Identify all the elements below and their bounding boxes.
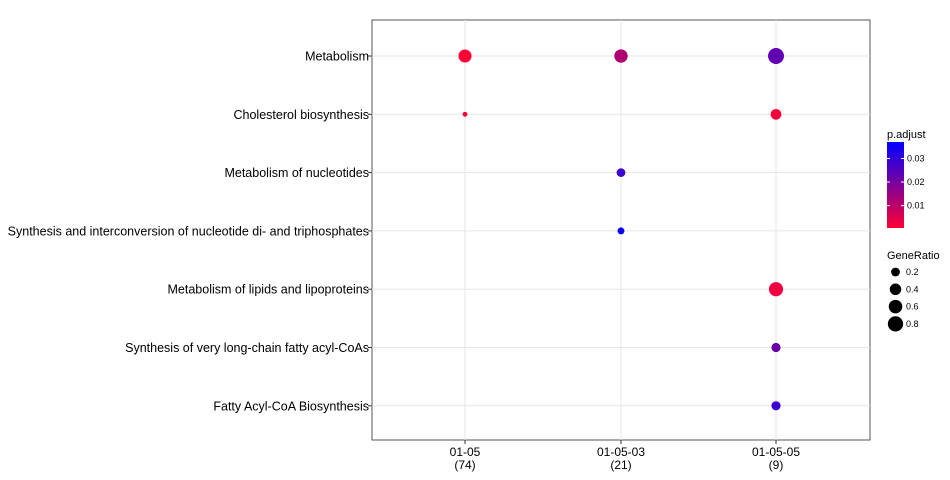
x-axis-labels: 01-05(74) 01-05-03(21) 01-05-05(9): [450, 440, 800, 472]
data-point: [768, 48, 784, 64]
x-tick-label: 01-05: [450, 445, 481, 459]
color-legend-tick-label: 0.02: [907, 177, 925, 187]
data-point: [770, 108, 782, 120]
data-point: [462, 111, 468, 117]
color-legend-tick-label: 0.01: [907, 201, 925, 211]
size-legend-dot: [891, 267, 900, 277]
x-tick-label: 01-05-03: [597, 445, 645, 459]
color-legend-title: p.adjust: [887, 129, 926, 141]
size-legend-dot: [889, 283, 902, 296]
x-tick-label: 01-05-05: [752, 445, 800, 459]
y-tick-label: Fatty Acyl-CoA Biosynthesis: [213, 399, 369, 413]
size-legend-label: 0.2: [906, 267, 919, 277]
y-axis-labels: Metabolism Cholesterol biosynthesis Metabo…: [8, 50, 372, 413]
y-tick-label: Synthesis of very long-chain fatty acyl-…: [125, 341, 369, 355]
x-tick-count: (74): [454, 458, 475, 472]
size-legend-dot: [887, 316, 904, 332]
data-point: [614, 49, 628, 63]
x-tick-count: (21): [610, 458, 631, 472]
size-legend-label: 0.6: [906, 302, 919, 312]
color-legend: p.adjust 0.01 0.02 0.03: [887, 129, 926, 228]
y-tick-label: Synthesis and interconversion of nucleot…: [8, 224, 369, 238]
y-tick-label: Metabolism of nucleotides: [224, 166, 369, 180]
data-point: [771, 401, 781, 411]
color-legend-tick-label: 0.03: [907, 153, 925, 163]
data-point: [771, 342, 781, 353]
data-points: [458, 48, 784, 411]
y-tick-label: Cholesterol biosynthesis: [234, 108, 370, 122]
data-point: [458, 49, 472, 63]
size-legend: GeneRatio 0.2 0.4 0.6 0.8: [887, 250, 940, 332]
x-tick-count: (9): [769, 458, 784, 472]
grid-lines: [372, 20, 870, 440]
size-legend-label: 0.4: [906, 284, 919, 294]
data-point: [617, 227, 625, 235]
size-legend-title: GeneRatio: [887, 250, 940, 262]
y-tick-label: Metabolism: [305, 50, 369, 64]
data-point: [768, 282, 784, 297]
data-point: [616, 168, 626, 177]
size-legend-dot: [888, 299, 903, 314]
size-legend-label: 0.8: [906, 319, 919, 329]
color-legend-bar: [887, 142, 904, 228]
y-tick-label: Metabolism of lipids and lipoproteins: [168, 283, 370, 297]
